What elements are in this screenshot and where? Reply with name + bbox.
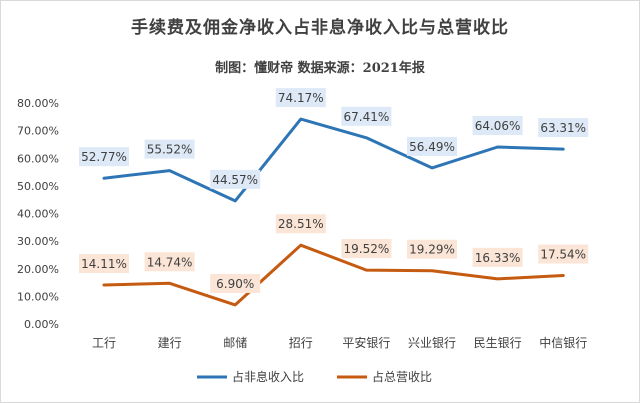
x-category-label: 建行	[158, 336, 182, 350]
data-label: 56.49%	[409, 140, 455, 154]
data-label-bg	[538, 244, 589, 264]
data-label-bg	[341, 239, 392, 259]
data-label-bg	[275, 88, 326, 108]
legend-label-2: 占总营收比	[372, 369, 432, 384]
data-label: 17.54%	[540, 248, 586, 262]
legend-label-1: 占非息收入比	[232, 369, 304, 384]
y-tick-label: 40.00%	[17, 208, 59, 221]
series-line-2	[102, 243, 565, 307]
series-line-1	[102, 117, 565, 203]
data-label-bg	[79, 254, 129, 274]
y-tick-label: 50.00%	[17, 180, 59, 193]
chart-subtitle: 制图：懂财帝 数据来源：2021年报	[215, 61, 425, 76]
x-category-label: 邮储	[223, 335, 247, 350]
data-label-bg	[210, 169, 261, 189]
data-label: 74.17%	[278, 91, 324, 105]
data-label: 14.11%	[81, 257, 127, 271]
data-label: 6.90%	[216, 277, 254, 291]
data-label-bg	[538, 118, 589, 138]
data-label: 28.51%	[278, 217, 324, 231]
x-category-label: 中信银行	[539, 335, 587, 350]
x-category-label: 平安银行	[342, 335, 390, 350]
data-label: 63.31%	[540, 121, 586, 135]
y-tick-label: 20.00%	[17, 263, 59, 276]
data-label: 14.74%	[147, 255, 193, 269]
data-label: 52.77%	[81, 150, 127, 164]
data-label-bg	[144, 252, 195, 272]
x-category-label: 民生银行	[474, 336, 522, 350]
y-tick-label: 10.00%	[17, 290, 59, 303]
data-label-bg	[144, 139, 195, 159]
data-label-bg	[407, 239, 457, 259]
chart-title: 手续费及佣金净收入占非息净收入比与总营收比	[131, 18, 509, 38]
data-label: 55.52%	[147, 143, 193, 157]
data-label-bg	[472, 116, 523, 136]
data-label: 67.41%	[344, 110, 390, 124]
data-label: 19.29%	[409, 243, 455, 257]
x-category-label: 工行	[92, 336, 116, 350]
data-label-bg	[210, 273, 261, 293]
x-category-label: 兴业银行	[408, 336, 456, 350]
data-label-bg	[407, 136, 457, 156]
x-category-label: 招行	[289, 336, 313, 350]
y-tick-label: 0.00%	[24, 318, 59, 331]
data-label: 19.52%	[344, 242, 390, 256]
y-tick-label: 30.00%	[17, 235, 59, 248]
y-tick-label: 70.00%	[17, 125, 59, 138]
data-label-bg	[79, 147, 129, 167]
data-label: 16.33%	[475, 251, 521, 265]
y-tick-label: 80.00%	[17, 97, 59, 110]
data-label: 64.06%	[475, 119, 521, 133]
data-label-bg	[341, 106, 392, 126]
y-tick-label: 60.00%	[17, 152, 59, 165]
data-label-bg	[472, 247, 523, 267]
data-label-bg	[275, 214, 326, 234]
data-label: 44.57%	[212, 173, 258, 187]
